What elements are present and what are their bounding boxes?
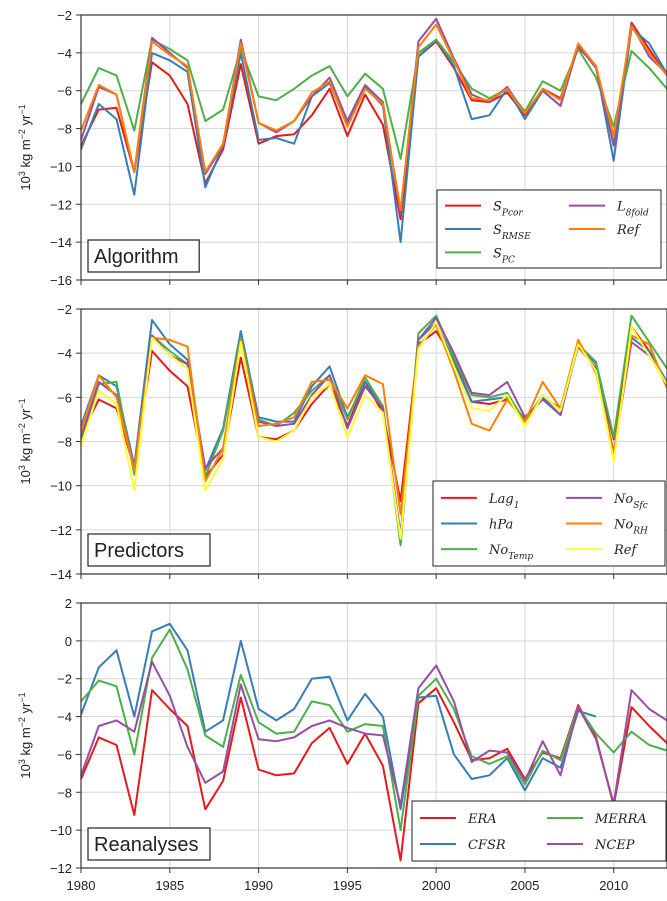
y-tick-label: −10 [50, 159, 72, 174]
legend-frame [411, 800, 667, 862]
y-tick-label: −10 [50, 479, 72, 494]
legend-label: Ref [616, 223, 641, 238]
legend-item: NoSfc [566, 492, 648, 511]
y-axis-label: 103 kg m−2 yr−1 [17, 104, 33, 190]
x-tick-label: 1980 [67, 878, 96, 893]
y-tick-label: 2 [65, 596, 72, 611]
y-tick-label: −4 [57, 46, 72, 61]
legend-label: NoSfc [613, 492, 648, 511]
legend-item: hPa [441, 518, 513, 533]
legend-item: Ref [566, 543, 638, 558]
legend-label: SPC [493, 246, 515, 265]
x-tick-label: 1995 [333, 878, 362, 893]
series-line-s-pc [80, 38, 667, 160]
y-tick-label: −12 [50, 861, 72, 876]
series-line-ref [80, 321, 667, 540]
y-tick-label: −8 [57, 785, 72, 800]
chart-panel-reanalyses: −12 −10 −8 −6 −4 −2 0 2 1980 1985 1990 1995 2000 2005… [17, 596, 667, 893]
legend-label: NoTemp [488, 543, 533, 562]
panel-label: Reanalyses [94, 834, 199, 856]
legend-label: NCEP [594, 838, 635, 853]
y-tick-label: −12 [50, 523, 72, 538]
legend-item: SPcor [445, 200, 523, 219]
y-axis-label: 103 kg m−2 yr−1 [17, 398, 33, 484]
y-tick-label: −2 [57, 302, 72, 317]
y-tick-label: −8 [57, 435, 72, 450]
legend-item: NoTemp [441, 543, 533, 562]
panel-label-box: Predictors [87, 533, 211, 567]
legend-item: MERRA [547, 812, 647, 827]
legend-label: NoRH [613, 518, 648, 537]
x-tick-label: 2005 [510, 878, 539, 893]
panel-label: Predictors [94, 540, 184, 562]
legend-item: Lag1 [441, 492, 519, 511]
y-tick-label: −6 [57, 84, 72, 99]
y-tick-label: −2 [57, 672, 72, 687]
legend-item: NoRH [566, 518, 648, 537]
legend-label: CFSR [468, 838, 506, 853]
y-tick-label: −6 [57, 390, 72, 405]
legend-item: CFSR [420, 838, 506, 853]
panel-label-box: Reanalyses [87, 827, 211, 861]
legend-item: ERA [420, 812, 497, 827]
legend-item: SRMSE [445, 223, 531, 242]
series-line-merra [80, 628, 667, 832]
legend-item: NCEP [547, 838, 635, 853]
y-axis-label: 103 kg m−2 yr−1 [17, 692, 33, 778]
legend-label: SPcor [493, 200, 523, 219]
legend-item: L8fold [569, 200, 649, 219]
plot-frame [80, 308, 667, 575]
panel-label-box: Algorithm [87, 239, 200, 273]
legend-label: Ref [613, 543, 638, 558]
legend-label: MERRA [594, 812, 647, 827]
chart-panel-algorithm: −16 −14 −12 −10 −8 −6 −4 −2 103 kg m−2 yr−1 Algor… [17, 8, 667, 288]
y-tick-label: −16 [50, 273, 72, 288]
x-tick-label: 2000 [422, 878, 451, 893]
panel-label: Algorithm [94, 246, 178, 268]
series-line-cfsr [80, 622, 597, 811]
y-tick-label: −12 [50, 197, 72, 212]
legend: SPcor SRMSE SPC L8fold Ref [436, 189, 662, 269]
y-tick-label: −4 [57, 710, 72, 725]
chart-panel-predictors: −14 −12 −10 −8 −6 −4 −2 103 kg m−2 yr−1 Predicto… [17, 302, 667, 582]
x-tick-label: 2010 [599, 878, 628, 893]
legend-label: SRMSE [493, 223, 531, 242]
x-tick-label: 1985 [155, 878, 184, 893]
legend-label: L8fold [616, 200, 649, 219]
legend-label: Lag1 [488, 492, 519, 511]
y-tick-label: −6 [57, 747, 72, 762]
legend-item: SPC [445, 246, 515, 265]
legend-label: hPa [489, 518, 513, 533]
x-tick-label: 1990 [244, 878, 273, 893]
legend-label: ERA [467, 812, 497, 827]
series-line-ref [80, 23, 667, 211]
legend: Lag1 hPa NoTemp NoSfc NoRH Ref [432, 480, 666, 567]
y-tick-label: −10 [50, 823, 72, 838]
panel-label-frame [87, 533, 211, 567]
legend-item: Ref [569, 223, 641, 238]
legend: ERA CFSR MERRA NCEP [411, 800, 667, 862]
y-tick-label: −2 [57, 8, 72, 23]
y-tick-label: −8 [57, 122, 72, 137]
panel-label-frame [87, 239, 200, 273]
y-tick-label: −14 [50, 235, 72, 250]
plot-frame [80, 602, 667, 869]
plot-frame [80, 14, 667, 281]
panel-label-frame [87, 827, 211, 861]
y-tick-label: −14 [50, 567, 72, 582]
series-line-ncep [80, 660, 667, 807]
y-tick-label: 0 [65, 634, 72, 649]
y-tick-label: −4 [57, 346, 72, 361]
